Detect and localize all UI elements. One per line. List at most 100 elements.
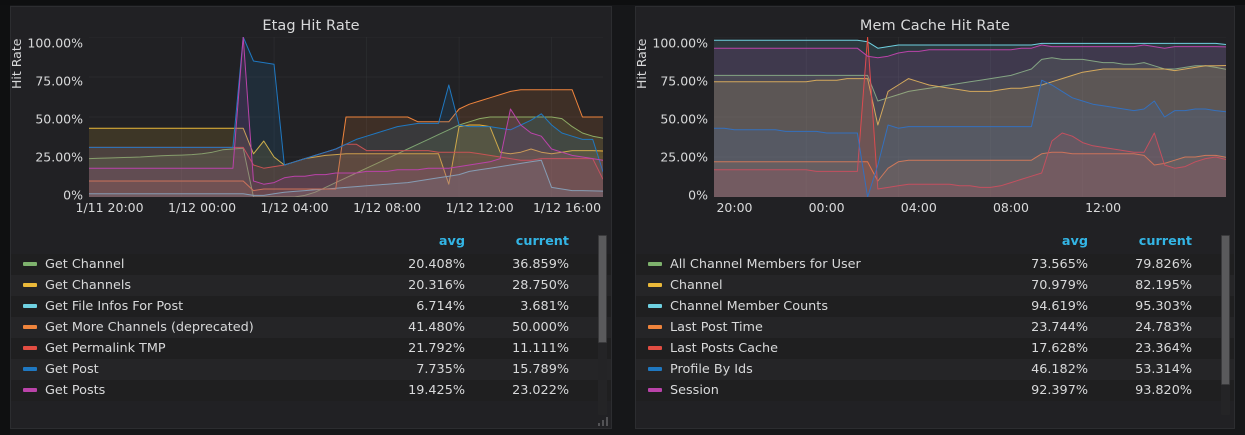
legend-color-swatch-icon[interactable] [648,282,662,287]
legend-scrollbar-etag[interactable] [598,235,607,415]
plot-area-mem-cache[interactable] [714,37,1226,197]
legend-series-name-cell[interactable]: Session [636,380,992,401]
legend-col-avg[interactable]: avg [1061,234,1088,249]
panel-etag-hit-rate[interactable]: Etag Hit Rate Hit Rate 100.00% 75.00% 50… [10,6,612,429]
legend-row[interactable]: Get Channel 20.408% 36.859% [11,254,611,275]
panel-resize-handle-etag[interactable] [598,416,608,426]
legend-series-name-cell[interactable]: Last Post Time [636,317,992,338]
legend-color-swatch-icon[interactable] [23,387,37,392]
legend-table-etag: avg current Get Channel 20.408% 36.859% Get… [11,232,611,401]
legend-row[interactable]: Channel Member Counts 94.619% 95.303% [636,296,1234,317]
legend-current-value: 23.022% [473,380,577,401]
legend-series-label: Get Posts [45,383,106,398]
legend-series-name-cell[interactable]: Get File Infos For Post [11,296,369,317]
legend-color-swatch-icon[interactable] [648,366,662,371]
legend-col-name [11,232,369,254]
legend-scrollbar-thumb[interactable] [1221,235,1230,385]
legend-col-avg[interactable]: avg [438,234,465,249]
legend-avg-value: 94.619% [992,296,1096,317]
legend-color-swatch-icon[interactable] [23,324,37,329]
legend-series-name-cell[interactable]: Get Channels [11,275,369,296]
legend-avg-value: 20.408% [369,254,473,275]
legend-color-swatch-icon[interactable] [648,324,662,329]
x-tick: 1/12 08:00 [353,200,422,215]
legend-current-value: 82.195% [1096,275,1200,296]
legend-row[interactable]: Profile By Ids 46.182% 53.314% [636,359,1234,380]
legend-col-current[interactable]: current [515,234,569,249]
y-tick: 100.00% [27,35,83,51]
x-tick: 20:00 [716,200,753,215]
plot-svg-mem-cache [714,37,1226,197]
legend-scrollbar-mem-cache[interactable] [1221,235,1230,415]
legend-series-name-cell[interactable]: All Channel Members for User [636,254,992,275]
legend-mem-cache[interactable]: avg current All Channel Members for User… [636,232,1234,422]
legend-color-swatch-icon[interactable] [648,261,662,266]
legend-color-swatch-icon[interactable] [23,366,37,371]
legend-avg-value: 21.792% [369,338,473,359]
x-tick: 08:00 [992,200,1029,215]
legend-avg-value: 70.979% [992,275,1096,296]
legend-avg-value: 19.425% [369,380,473,401]
legend-series-label: Get File Infos For Post [45,299,184,314]
legend-row[interactable]: Last Posts Cache 17.628% 23.364% [636,338,1234,359]
legend-row[interactable]: Get Channels 20.316% 28.750% [11,275,611,296]
legend-series-name-cell[interactable]: Get Post [11,359,369,380]
y-tick: 75.00% [35,73,83,89]
graph-mem-cache[interactable]: Hit Rate 100.00% 75.00% 50.00% 25.00% 0%… [636,36,1234,222]
legend-avg-value: 73.565% [992,254,1096,275]
legend-current-value: 3.681% [473,296,577,317]
legend-color-swatch-icon[interactable] [648,303,662,308]
x-tick: 12:00 [1085,200,1122,215]
legend-avg-value: 41.480% [369,317,473,338]
legend-row[interactable]: Get File Infos For Post 6.714% 3.681% [11,296,611,317]
legend-header-row: avg current [11,232,611,254]
legend-current-value: 36.859% [473,254,577,275]
legend-series-label: Get Channel [45,257,125,272]
legend-color-swatch-icon[interactable] [23,282,37,287]
legend-color-swatch-icon[interactable] [648,387,662,392]
plot-area-etag[interactable] [89,37,603,197]
legend-current-value: 50.000% [473,317,577,338]
legend-series-name-cell[interactable]: Get Channel [11,254,369,275]
legend-avg-value: 46.182% [992,359,1096,380]
x-tick: 00:00 [808,200,845,215]
panel-title-etag[interactable]: Etag Hit Rate [262,18,360,34]
legend-series-label: Session [670,383,719,398]
y-tick: 50.00% [35,111,83,127]
legend-color-swatch-icon[interactable] [23,345,37,350]
legend-row[interactable]: Get Post 7.735% 15.789% [11,359,611,380]
legend-series-name-cell[interactable]: Channel [636,275,992,296]
legend-row[interactable]: All Channel Members for User 73.565% 79.82… [636,254,1234,275]
legend-color-swatch-icon[interactable] [23,303,37,308]
legend-row[interactable]: Channel 70.979% 82.195% [636,275,1234,296]
panel-title-mem-cache[interactable]: Mem Cache Hit Rate [859,18,1011,34]
legend-table-mem-cache: avg current All Channel Members for User… [636,232,1234,401]
legend-row[interactable]: Last Post Time 23.744% 24.783% [636,317,1234,338]
legend-row[interactable]: Get Permalink TMP 21.792% 11.111% [11,338,611,359]
legend-current-value: 28.750% [473,275,577,296]
legend-series-name-cell[interactable]: Channel Member Counts [636,296,992,317]
panel-gap [612,0,635,435]
x-tick: 1/12 12:00 [445,200,514,215]
legend-series-name-cell[interactable]: Last Posts Cache [636,338,992,359]
legend-color-swatch-icon[interactable] [23,261,37,266]
legend-series-name-cell[interactable]: Get More Channels (deprecated) [11,317,369,338]
legend-color-swatch-icon[interactable] [648,345,662,350]
panel-mem-cache-hit-rate[interactable]: Mem Cache Hit Rate Hit Rate 100.00% 75.0… [635,6,1235,429]
legend-avg-value: 6.714% [369,296,473,317]
legend-col-current[interactable]: current [1138,234,1192,249]
x-tick: 04:00 [900,200,937,215]
legend-series-name-cell[interactable]: Get Permalink TMP [11,338,369,359]
graph-etag[interactable]: Hit Rate 100.00% 75.00% 50.00% 25.00% 0%… [11,35,611,222]
legend-series-label: Profile By Ids [670,362,753,377]
x-tick: 1/12 00:00 [168,200,237,215]
legend-series-label: Get Permalink TMP [45,341,166,356]
legend-row[interactable]: Session 92.397% 93.820% [636,380,1234,401]
legend-row[interactable]: Get More Channels (deprecated) 41.480% 50.… [11,317,611,338]
legend-series-name-cell[interactable]: Profile By Ids [636,359,992,380]
legend-series-name-cell[interactable]: Get Posts [11,380,369,401]
legend-row[interactable]: Get Posts 19.425% 23.022% [11,380,611,401]
legend-etag[interactable]: avg current Get Channel 20.408% 36.859% Get… [11,232,611,422]
legend-scrollbar-thumb[interactable] [598,235,607,343]
